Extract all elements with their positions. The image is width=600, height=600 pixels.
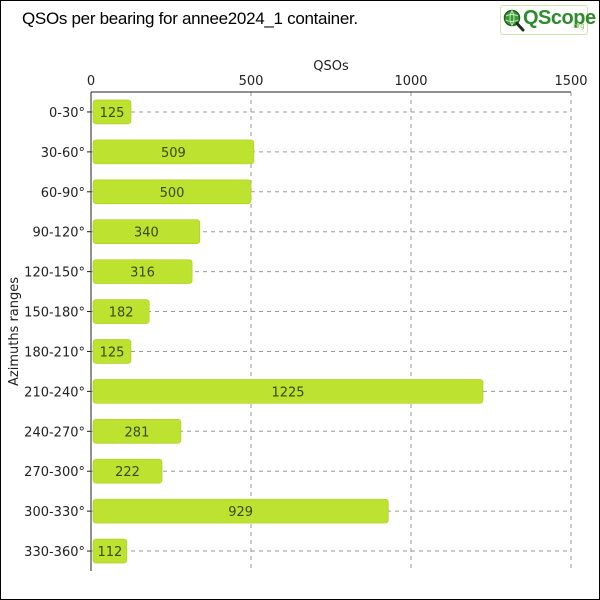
bar	[92, 179, 252, 205]
x-axis-label: QSOs	[313, 59, 349, 74]
y-tick-label: 240-270°	[24, 425, 85, 440]
bar-value-label: 281	[125, 425, 150, 440]
bar-value-label: 222	[115, 465, 140, 480]
bar-value-label: 509	[161, 146, 186, 161]
bar	[92, 299, 150, 324]
bar	[92, 139, 255, 165]
y-tick-label: 90-120°	[32, 226, 85, 241]
bar-value-label: 316	[130, 266, 155, 281]
y-tick-label: 0-30°	[49, 106, 85, 121]
y-tick-label: 150-180°	[24, 306, 85, 321]
logo-suffix: .org	[571, 22, 585, 30]
bar-value-label: 182	[109, 306, 134, 321]
magnifier-globe-icon	[503, 9, 525, 32]
bar-value-label: 1225	[271, 385, 304, 400]
y-tick-label: 300-330°	[24, 505, 85, 520]
x-tick-label: 1000	[394, 74, 427, 89]
bar-value-label: 340	[134, 226, 159, 241]
page-title: QSOs per bearing for annee2024_1 contain…	[22, 9, 358, 28]
bar	[92, 538, 128, 564]
x-tick-label: 0	[87, 74, 95, 89]
bar	[92, 259, 193, 284]
x-tick-label: 1500	[554, 74, 587, 89]
y-tick-label: 120-150°	[24, 266, 85, 281]
y-tick-label: 180-210°	[24, 345, 85, 360]
y-tick-label: 330-360°	[24, 545, 85, 560]
x-tick-label: 500	[239, 74, 264, 89]
chart-bars: 125 509 500 340 316 182 125 1225 281 222 929 112	[92, 99, 484, 564]
bar	[92, 498, 389, 524]
bar-value-label: 125	[100, 106, 125, 121]
bar	[92, 458, 163, 484]
y-tick-label: 30-60°	[41, 146, 85, 161]
qscope-logo: QScope .org	[500, 5, 596, 35]
y-axis-label: Azimuths ranges	[7, 277, 22, 386]
y-tick-label: 210-240°	[24, 385, 85, 400]
bar	[92, 418, 182, 444]
bar	[92, 99, 132, 125]
bar-value-label: 500	[160, 186, 185, 201]
y-tick-label: 270-300°	[24, 465, 85, 480]
bar	[92, 339, 132, 364]
logo-text: QScope	[523, 7, 596, 29]
bar	[92, 219, 201, 245]
y-tick-label: 60-90°	[41, 186, 85, 201]
chart-axes: 0 500 1000 1500 QSOs Azimuths ranges 0-30° 30-6…	[7, 59, 588, 571]
bar-value-label: 112	[98, 545, 123, 560]
bar-value-label: 929	[228, 505, 253, 520]
bar	[92, 379, 484, 404]
bar-value-label: 125	[100, 345, 125, 360]
